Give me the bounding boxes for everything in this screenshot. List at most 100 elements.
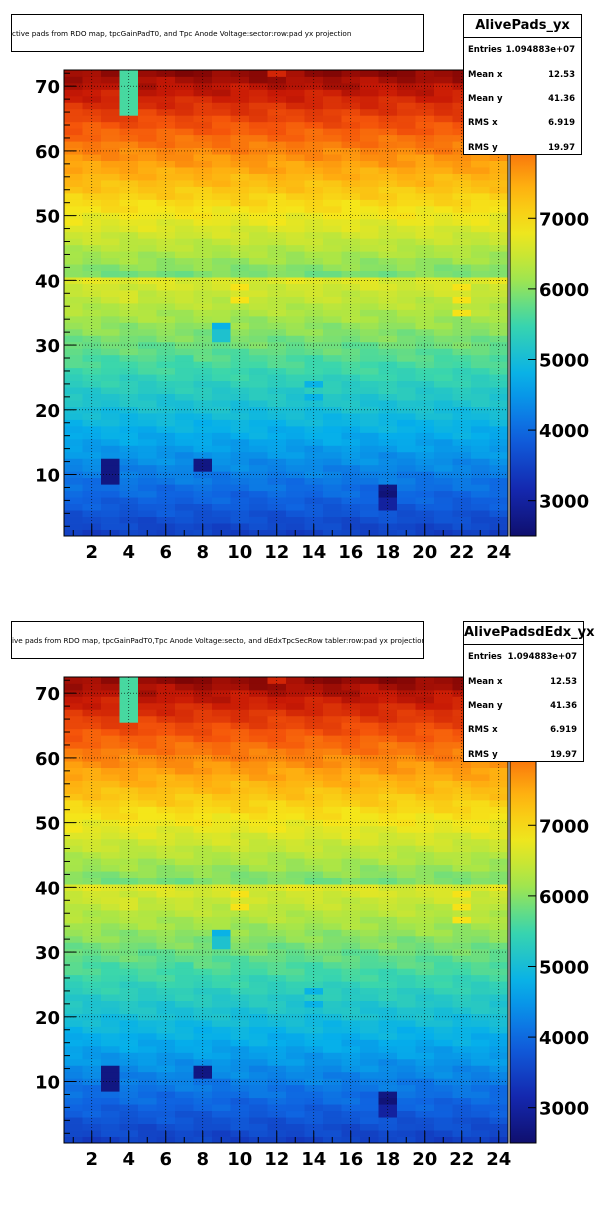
heatmap-cell <box>434 225 453 233</box>
heatmap-cell <box>212 981 231 989</box>
heatmap-cell <box>156 419 176 427</box>
heatmap-cell <box>323 82 342 90</box>
heatmap-cell <box>471 186 490 194</box>
heatmap-cell <box>286 955 305 963</box>
heatmap-cell <box>434 683 453 691</box>
heatmap-cell <box>249 438 268 446</box>
heatmap-cell <box>378 871 398 879</box>
heatmap-cell <box>452 419 472 427</box>
heatmap-cell <box>230 413 250 420</box>
heatmap-cell <box>212 134 231 142</box>
heatmap-cell <box>286 315 305 323</box>
heatmap-cell <box>452 374 472 382</box>
heatmap-cell <box>452 212 472 220</box>
heatmap-cell <box>397 413 416 420</box>
heatmap-cell <box>156 767 176 775</box>
heatmap-cell <box>101 890 120 898</box>
heatmap-cell <box>471 1065 490 1073</box>
heatmap-cell <box>175 484 194 492</box>
heatmap-cell <box>286 425 305 433</box>
heatmap-cell <box>230 251 250 259</box>
heatmap-cell <box>175 115 194 123</box>
heatmap-cell <box>341 767 361 775</box>
heatmap-cell <box>323 1117 342 1124</box>
heatmap-cell <box>434 961 453 969</box>
heatmap-cell <box>193 432 213 440</box>
heatmap-cell <box>323 1078 342 1086</box>
heatmap-cell <box>156 948 176 956</box>
heatmap-cell <box>286 393 305 401</box>
heatmap-cell <box>360 134 379 142</box>
heatmap-cell <box>64 413 83 420</box>
heatmap-cell <box>471 806 490 814</box>
heatmap-cell <box>434 95 453 103</box>
heatmap-cell <box>286 1123 305 1131</box>
heatmap-cell <box>156 425 176 433</box>
heatmap-cell <box>397 264 416 272</box>
heatmap-cell <box>101 1104 120 1112</box>
z-tick-label: 3000 <box>539 492 589 513</box>
heatmap-cell <box>378 141 398 149</box>
heatmap-cell <box>286 510 305 517</box>
heatmap-cell <box>175 445 194 453</box>
heatmap-cell <box>175 1117 194 1124</box>
heatmap-cell <box>434 1110 453 1118</box>
heatmap-cell <box>119 160 139 168</box>
heatmap-cell <box>341 1071 361 1079</box>
heatmap-cell <box>415 942 435 950</box>
stats-entries-row: Entries 1.094883e+07 <box>464 645 583 669</box>
heatmap-cell <box>323 1058 342 1066</box>
heatmap-cell <box>489 380 509 388</box>
heatmap-cell <box>489 994 509 1002</box>
heatmap-cell <box>138 696 157 704</box>
heatmap-cell <box>323 490 342 498</box>
heatmap-cell <box>119 858 139 866</box>
heatmap-cell <box>286 70 305 77</box>
heatmap-cell <box>193 510 213 517</box>
heatmap-cell <box>138 864 157 872</box>
heatmap-cell <box>267 1110 287 1118</box>
heatmap-cell <box>397 283 416 291</box>
heatmap-cell <box>212 445 231 453</box>
heatmap-cell <box>193 793 213 801</box>
heatmap-cell <box>249 981 268 989</box>
heatmap-cell <box>64 367 83 375</box>
heatmap-cell <box>415 748 435 756</box>
heatmap-cell <box>341 709 361 717</box>
heatmap-cell <box>138 464 157 472</box>
heatmap-cell <box>286 328 305 336</box>
heatmap-cell <box>452 128 472 136</box>
heatmap-cell <box>415 871 435 879</box>
heatmap-cell <box>138 484 157 492</box>
heatmap-cell <box>119 1104 139 1112</box>
heatmap-cell <box>249 108 268 116</box>
heatmap-cell <box>193 180 213 187</box>
heatmap-cell <box>249 432 268 440</box>
heatmap-cell <box>341 102 361 110</box>
heatmap-cell <box>341 225 361 233</box>
plot-frame <box>63 676 509 1144</box>
stats-rmsx-row: RMS x 6.919 <box>464 718 583 742</box>
heatmap-cell <box>212 387 231 395</box>
heatmap-cell <box>434 1039 453 1047</box>
heatmap-cell <box>397 677 416 684</box>
heatmap-cell <box>434 147 453 155</box>
heatmap-cell <box>434 458 453 466</box>
heatmap-cell <box>489 942 509 950</box>
heatmap-cell <box>415 244 435 252</box>
heatmap-cell <box>397 451 416 459</box>
heatmap-cell <box>64 761 83 769</box>
heatmap-cell <box>64 180 83 187</box>
heatmap-cell <box>323 141 342 149</box>
heatmap-cell <box>378 451 398 459</box>
heatmap-cell <box>175 464 194 472</box>
heatmap-cell <box>434 348 453 356</box>
heatmap-cell <box>156 458 176 466</box>
heatmap-cell <box>119 296 139 304</box>
heatmap-cell <box>360 910 379 917</box>
heatmap-cell <box>212 315 231 323</box>
heatmap-cell <box>415 283 435 291</box>
heatmap-cell <box>415 510 435 517</box>
heatmap-cell <box>212 497 231 505</box>
heatmap-cell <box>489 903 509 911</box>
